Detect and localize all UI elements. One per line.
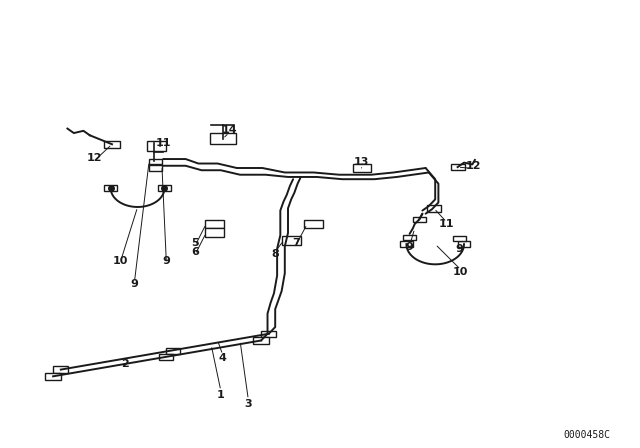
Text: 6: 6 xyxy=(191,247,199,257)
Text: 1: 1 xyxy=(217,390,225,400)
Text: 9: 9 xyxy=(456,244,463,254)
Text: 7: 7 xyxy=(292,238,300,248)
Bar xyxy=(413,217,426,222)
Bar xyxy=(104,185,117,191)
Bar xyxy=(261,331,276,337)
Text: 4: 4 xyxy=(219,353,227,363)
Text: 13: 13 xyxy=(354,157,369,167)
Text: 9: 9 xyxy=(163,256,170,266)
Bar xyxy=(353,164,371,172)
Bar xyxy=(304,220,323,228)
Bar xyxy=(147,141,166,151)
Text: 5: 5 xyxy=(191,238,199,248)
Bar xyxy=(427,205,441,212)
Text: 11: 11 xyxy=(439,219,454,229)
Bar xyxy=(53,366,68,373)
Bar xyxy=(400,241,413,247)
Text: 12: 12 xyxy=(466,161,481,171)
Text: 9: 9 xyxy=(131,280,138,289)
Bar xyxy=(149,165,162,171)
Bar xyxy=(158,185,171,191)
Text: 12: 12 xyxy=(87,153,102,163)
Bar xyxy=(166,348,180,354)
Bar xyxy=(104,141,120,148)
Text: 11: 11 xyxy=(156,138,171,148)
Bar xyxy=(282,236,301,245)
Text: 8: 8 xyxy=(271,250,279,259)
Bar xyxy=(453,236,466,241)
Bar xyxy=(210,134,236,145)
Text: 9: 9 xyxy=(406,242,413,252)
Bar xyxy=(205,228,224,237)
Text: 3: 3 xyxy=(244,399,252,409)
Text: 10: 10 xyxy=(113,256,128,266)
Text: 2: 2 xyxy=(121,359,129,369)
Text: 10: 10 xyxy=(453,267,468,277)
Bar xyxy=(205,220,224,228)
Bar xyxy=(159,354,173,360)
Bar xyxy=(403,235,416,240)
Bar xyxy=(253,337,269,344)
Bar xyxy=(451,164,465,170)
Bar xyxy=(45,373,61,379)
Bar xyxy=(149,159,162,164)
Text: 14: 14 xyxy=(221,125,237,135)
Text: 0000458C: 0000458C xyxy=(563,430,610,440)
Bar xyxy=(458,241,470,247)
